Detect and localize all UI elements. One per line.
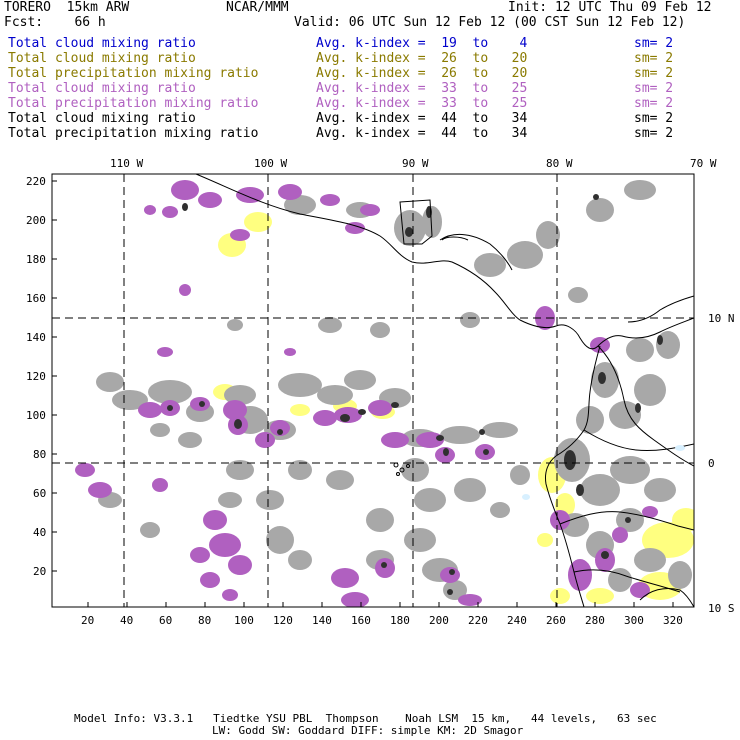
y-tick-label: 40 [33,526,47,539]
lat-label: 0 [708,457,715,470]
lon-label: 70 W [690,157,717,170]
model-physics: LW: Godd SW: Goddard DIFF: simple KM: 2D… [212,724,524,737]
forecast-hour: Fcst: 66 h [4,15,106,30]
valid-time: Valid: 06 UTC Sun 12 Feb 12 (00 CST Sun … [294,15,686,30]
x-tick-label: 260 [546,614,566,627]
x-tick-label: 240 [507,614,527,627]
gray-cloud-areas [96,180,692,600]
lon-label: 90 W [402,157,429,170]
legend-kindex: Avg. k-index = 33 to 25 [316,81,528,96]
legend-kindex: Avg. k-index = 44 to 34 [316,126,528,141]
x-tick-label: 140 [312,614,332,627]
legend-field: Total precipitation mixing ratio [8,66,259,81]
dark-cloud-cores [167,194,663,595]
x-tick-label: 180 [390,614,410,627]
legend-field: Total precipitation mixing ratio [8,126,259,141]
x-tick-label: 160 [351,614,371,627]
y-tick-label: 180 [26,253,46,266]
y-tick-label: 100 [26,409,46,422]
legend-kindex: Avg. k-index = 26 to 20 [316,51,528,66]
legend-smoothing: sm= 2 [634,96,674,111]
legend-field: Total cloud mixing ratio [8,81,196,96]
x-tick-label: 300 [624,614,644,627]
x-tick-label: 200 [429,614,449,627]
lon-label: 100 W [254,157,288,170]
legend-smoothing: sm= 2 [634,51,674,66]
legend-field: Total cloud mixing ratio [8,111,196,126]
y-tick-label: 120 [26,370,46,383]
plot-frame [51,173,695,608]
x-tick-label: 280 [585,614,605,627]
y-tick-label: 220 [26,175,46,188]
legend-smoothing: sm= 2 [634,81,674,96]
lat-lon-grid [52,174,694,607]
lat-label: 10 S [708,602,735,615]
legend-kindex: Avg. k-index = 19 to 4 [316,36,528,51]
lon-label: 80 W [546,157,573,170]
purple-cloud-areas [75,180,658,607]
coastlines [195,174,694,607]
lon-label: 110 W [110,157,144,170]
x-tick-label: 220 [468,614,488,627]
x-tick-label: 80 [198,614,212,627]
x-tick-label: 60 [159,614,173,627]
x-tick-label: 40 [120,614,134,627]
x-tick-label: 20 [81,614,95,627]
init-time: Init: 12 UTC Thu 09 Feb 12 [508,0,712,15]
y-tick-label: 80 [33,448,47,461]
y-tick-label: 20 [33,565,47,578]
tick-marks [52,180,674,607]
legend-field: Total precipitation mixing ratio [8,96,259,111]
legend-smoothing: sm= 2 [634,36,674,51]
cloud-field-layer [75,174,694,607]
legend-kindex: Avg. k-index = 26 to 20 [316,66,528,81]
lat-label: 10 N [708,312,735,325]
galapagos-islands [393,462,410,476]
organization: NCAR/MMM [226,0,289,15]
y-tick-label: 60 [33,487,47,500]
x-tick-label: 320 [663,614,683,627]
y-tick-label: 160 [26,292,46,305]
lake-patches [522,445,685,500]
y-tick-label: 200 [26,214,46,227]
model-name: TORERO 15km ARW [4,0,130,15]
x-tick-label: 100 [234,614,254,627]
legend-kindex: Avg. k-index = 44 to 34 [316,111,528,126]
legend-smoothing: sm= 2 [634,66,674,81]
y-tick-label: 140 [26,331,46,344]
legend-field: Total cloud mixing ratio [8,36,196,51]
legend-kindex: Avg. k-index = 33 to 25 [316,96,528,111]
model-info: Model Info: V3.3.1 Tiedtke YSU PBL Thomp… [74,712,657,725]
legend-smoothing: sm= 2 [634,111,674,126]
legend-smoothing: sm= 2 [634,126,674,141]
legend-field: Total cloud mixing ratio [8,51,196,66]
x-tick-label: 120 [273,614,293,627]
